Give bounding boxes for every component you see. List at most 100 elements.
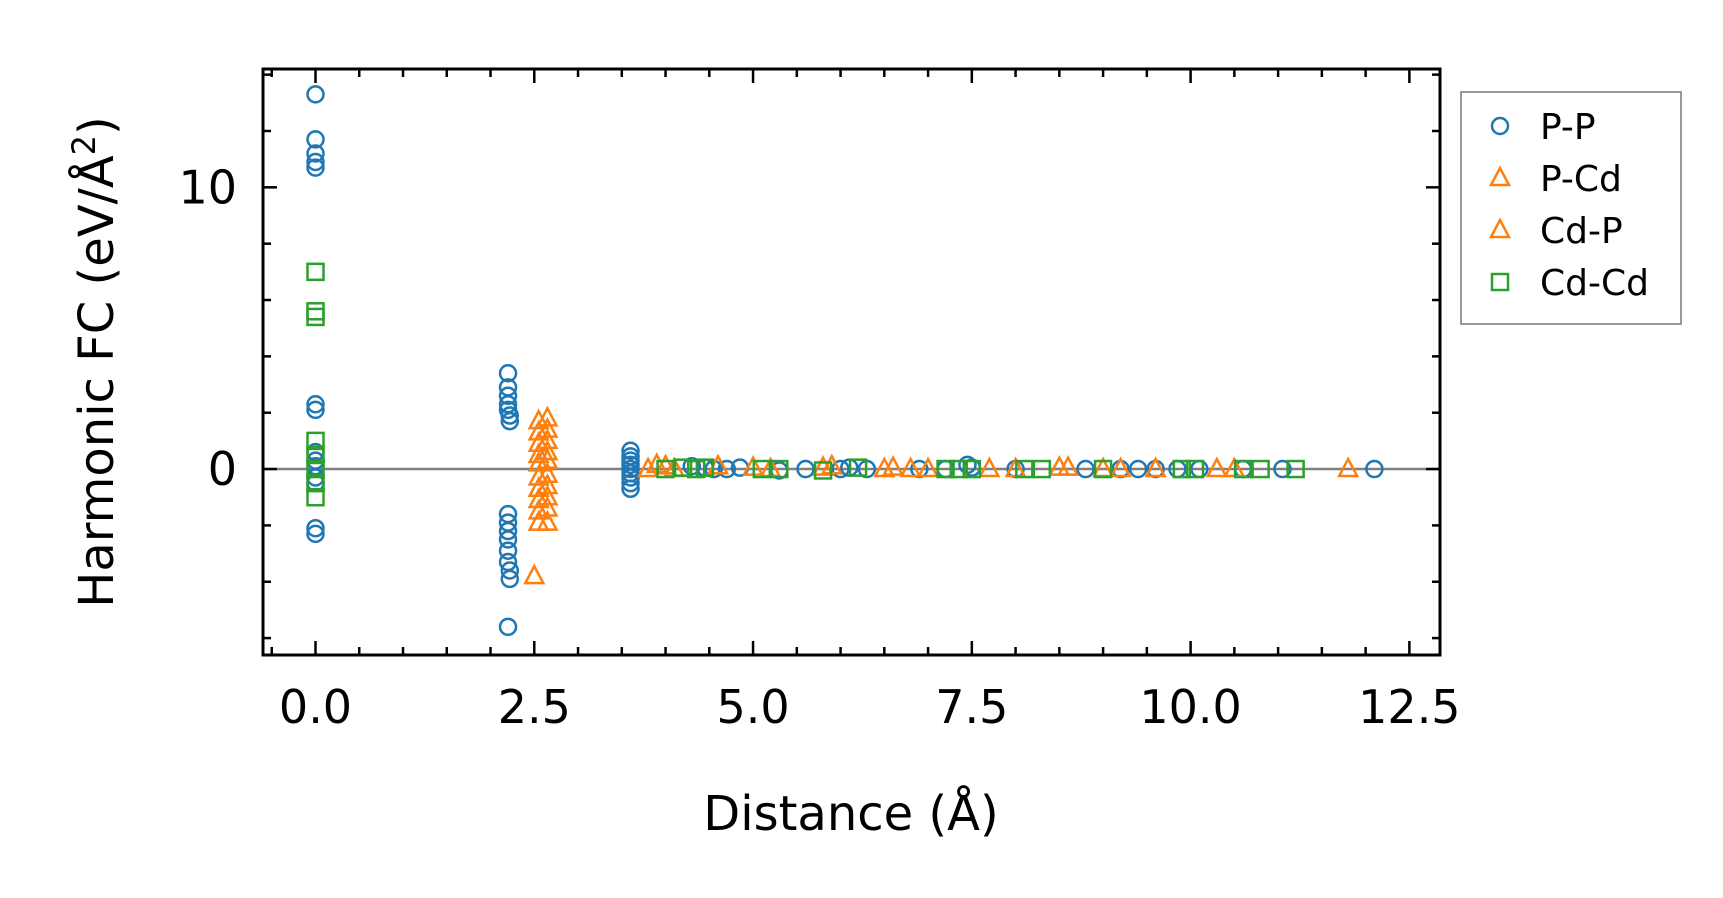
point-p-cd xyxy=(527,450,550,472)
point-p-cd xyxy=(527,419,550,441)
plot-frame xyxy=(261,67,1442,657)
point-cd-cd xyxy=(695,458,715,477)
point-p-cd xyxy=(527,487,550,509)
point-cd-cd xyxy=(848,458,868,477)
legend-marker-p-cd xyxy=(1488,165,1512,187)
point-cd-cd xyxy=(770,459,789,479)
point-p-cd xyxy=(523,563,546,585)
point-p-p xyxy=(621,468,640,487)
point-cd-cd xyxy=(1032,459,1052,479)
legend-label-cd-cd: Cd-Cd xyxy=(1540,263,1649,304)
point-cd-cd xyxy=(813,461,833,480)
y-tick-label: 0 xyxy=(208,442,237,496)
point-p-p xyxy=(498,530,518,549)
point-p-p xyxy=(500,561,520,580)
point-cd-cd xyxy=(306,473,325,493)
point-p-p xyxy=(717,459,737,479)
point-cd-p xyxy=(1048,454,1071,476)
point-cd-p xyxy=(978,456,1001,478)
point-cd-cd xyxy=(306,431,325,451)
point-cd-p xyxy=(536,484,559,506)
point-cd-cd xyxy=(306,302,325,321)
point-p-cd xyxy=(527,464,550,486)
point-cd-cd xyxy=(949,459,968,479)
point-cd-p xyxy=(1109,456,1132,478)
point-p-cd xyxy=(527,442,550,464)
point-cd-p xyxy=(536,428,559,450)
point-cd-cd xyxy=(1185,459,1205,479)
y-axis-label-superscript: 2 xyxy=(65,135,103,155)
point-p-p xyxy=(1365,459,1384,479)
point-p-p xyxy=(498,617,518,637)
point-p-p xyxy=(306,144,325,163)
point-p-p xyxy=(306,524,325,544)
point-cd-cd xyxy=(1233,459,1253,479)
axis-ticks xyxy=(263,69,1440,655)
point-p-p xyxy=(621,479,640,499)
legend-marker-cd-p xyxy=(1488,217,1512,239)
point-p-p xyxy=(500,411,520,431)
point-cd-cd xyxy=(962,459,982,479)
legend: P-P P-Cd Cd-P Cd-Cd xyxy=(1460,91,1682,325)
point-p-cd xyxy=(1144,456,1167,478)
point-cd-cd xyxy=(656,459,675,479)
point-cd-cd xyxy=(1093,459,1113,479)
x-tick-label: 0.0 xyxy=(279,680,352,734)
point-cd-cd xyxy=(1172,459,1192,479)
point-p-p xyxy=(498,364,518,383)
point-cd-cd xyxy=(1015,459,1034,479)
point-p-cd xyxy=(527,408,550,430)
point-cd-p xyxy=(536,462,559,483)
x-tick-label: 7.5 xyxy=(935,680,1008,734)
x-tick-label: 10.0 xyxy=(1139,680,1241,734)
legend-label-p-cd: P-Cd xyxy=(1540,159,1622,200)
y-axis-label-base: Harmonic FC (eV/Å xyxy=(68,155,125,608)
point-cd-p xyxy=(536,416,559,438)
point-cd-p xyxy=(881,454,905,476)
point-cd-cd xyxy=(936,459,955,479)
point-cd-p xyxy=(636,456,660,478)
point-p-p xyxy=(306,400,325,420)
point-p-p xyxy=(796,459,815,479)
point-p-p xyxy=(500,406,520,425)
x-axis-label: Distance (Å) xyxy=(703,785,998,842)
point-cd-p xyxy=(536,439,559,461)
point-p-p xyxy=(498,521,518,541)
point-p-cd xyxy=(527,431,550,452)
axis-tick-labels: 0.0 2.5 5.0 7.5 10.0 12.5 0 10 xyxy=(178,160,1460,734)
point-cd-cd xyxy=(306,445,325,465)
point-cd-cd xyxy=(673,458,693,477)
point-p-cd xyxy=(916,456,940,478)
point-cd-p xyxy=(536,447,559,469)
point-p-p xyxy=(306,85,325,104)
point-cd-cd xyxy=(306,307,325,327)
plot-marks xyxy=(263,85,1440,637)
point-cd-cd xyxy=(306,459,325,479)
point-p-p xyxy=(306,395,325,414)
legend-box xyxy=(1460,91,1682,325)
point-cd-p xyxy=(899,456,922,478)
point-cd-cd xyxy=(752,459,772,479)
point-p-p xyxy=(306,130,325,149)
point-p-cd xyxy=(1337,456,1360,478)
point-p-cd xyxy=(527,498,550,520)
point-p-p xyxy=(306,152,325,172)
legend-label-p-p: P-P xyxy=(1540,107,1596,148)
x-tick-label: 5.0 xyxy=(716,680,789,734)
legend-marker-cd-cd xyxy=(1490,272,1510,292)
point-cd-cd xyxy=(306,262,325,282)
point-cd-p xyxy=(536,495,559,517)
point-p-p xyxy=(498,541,518,561)
point-p-p xyxy=(498,386,518,406)
point-cd-p xyxy=(536,509,559,531)
legend-label-cd-p: Cd-P xyxy=(1540,211,1623,252)
point-cd-p xyxy=(536,473,559,495)
x-tick-label: 2.5 xyxy=(498,680,571,734)
y-axis-label: Harmonic FC (eV/Å2) xyxy=(65,116,125,608)
point-p-p xyxy=(306,158,325,177)
point-cd-p xyxy=(536,405,559,427)
point-cd-cd xyxy=(1251,459,1270,479)
point-p-p xyxy=(621,441,640,460)
